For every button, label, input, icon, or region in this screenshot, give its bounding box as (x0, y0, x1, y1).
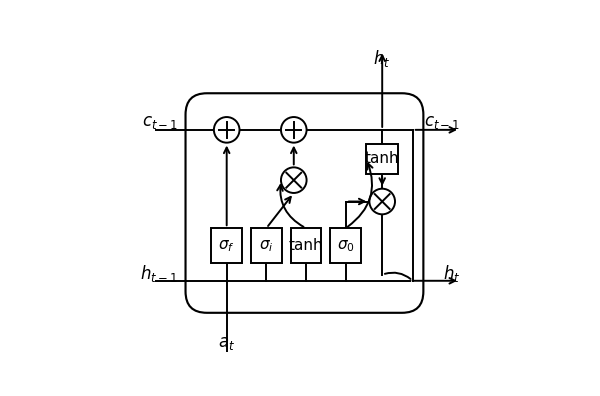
Text: $\sigma_i$: $\sigma_i$ (259, 238, 274, 253)
Text: tanh: tanh (289, 238, 323, 253)
Text: $c_{t-1}$: $c_{t-1}$ (424, 113, 460, 131)
FancyBboxPatch shape (366, 144, 398, 174)
Text: $h_{t-1}$: $h_{t-1}$ (140, 263, 178, 284)
FancyBboxPatch shape (251, 228, 281, 263)
Circle shape (370, 189, 395, 214)
Text: tanh: tanh (365, 151, 400, 166)
Text: $h_t$: $h_t$ (443, 263, 460, 284)
Text: $\sigma_0$: $\sigma_0$ (337, 238, 355, 253)
Text: $\sigma_f$: $\sigma_f$ (218, 238, 235, 253)
Circle shape (281, 168, 307, 193)
FancyBboxPatch shape (291, 228, 321, 263)
FancyBboxPatch shape (211, 228, 242, 263)
Text: $a_t$: $a_t$ (218, 335, 235, 352)
Circle shape (214, 117, 239, 143)
FancyBboxPatch shape (185, 93, 424, 313)
Circle shape (281, 117, 307, 143)
Text: $h_t$: $h_t$ (373, 48, 391, 69)
FancyBboxPatch shape (331, 228, 361, 263)
Text: $c_{t-1}$: $c_{t-1}$ (142, 113, 178, 131)
